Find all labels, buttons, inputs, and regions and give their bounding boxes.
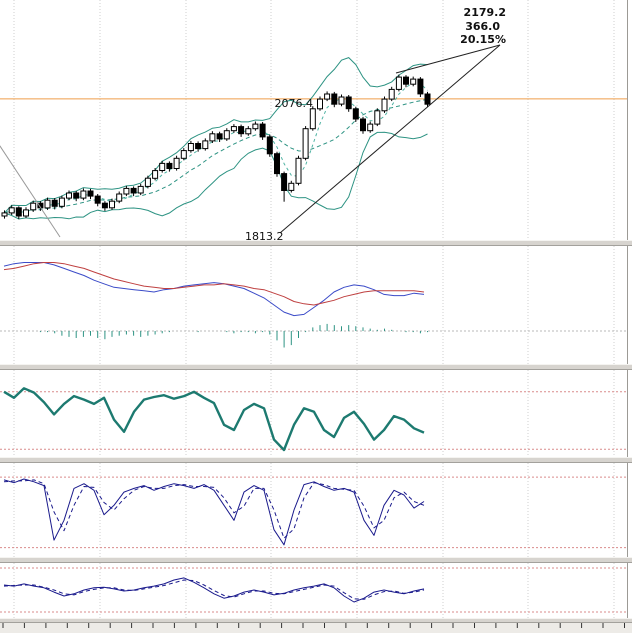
bollinger-lower-band (4, 131, 428, 220)
trendline-object[interactable] (395, 44, 501, 74)
rvi-main-line (3, 577, 425, 603)
stoch-main-line (3, 478, 425, 546)
macd-panel-histogram (39, 323, 428, 348)
ruler-percent-label: 20.15% (460, 33, 506, 46)
panel-separator[interactable] (0, 557, 632, 563)
right-margin (628, 0, 632, 633)
stoch-signal-line (3, 479, 425, 539)
macd-line (3, 262, 425, 317)
ruler-price-label: 2179.2 (464, 6, 506, 19)
momentum-line (3, 387, 425, 452)
rvi-signal-line (3, 579, 425, 600)
panel-separator[interactable] (0, 618, 632, 623)
bollinger-upper-band (4, 57, 428, 214)
trendline-object[interactable] (0, 140, 61, 238)
gridlines (13, 0, 615, 618)
time-axis[interactable] (0, 623, 632, 633)
time-axis-ticks (2, 623, 625, 628)
ruler-range-label: 366.0 (465, 20, 500, 33)
signal-line (3, 262, 425, 306)
panel-separator[interactable] (0, 364, 632, 370)
panel-separator[interactable] (0, 240, 632, 246)
trendline-object[interactable] (279, 44, 501, 234)
candlesticks[interactable] (1, 74, 431, 220)
hline-price-label: 2076.4 (275, 97, 314, 110)
panel-separator[interactable] (0, 457, 632, 463)
trendline-anchor-label: 1813.2 (245, 230, 284, 243)
